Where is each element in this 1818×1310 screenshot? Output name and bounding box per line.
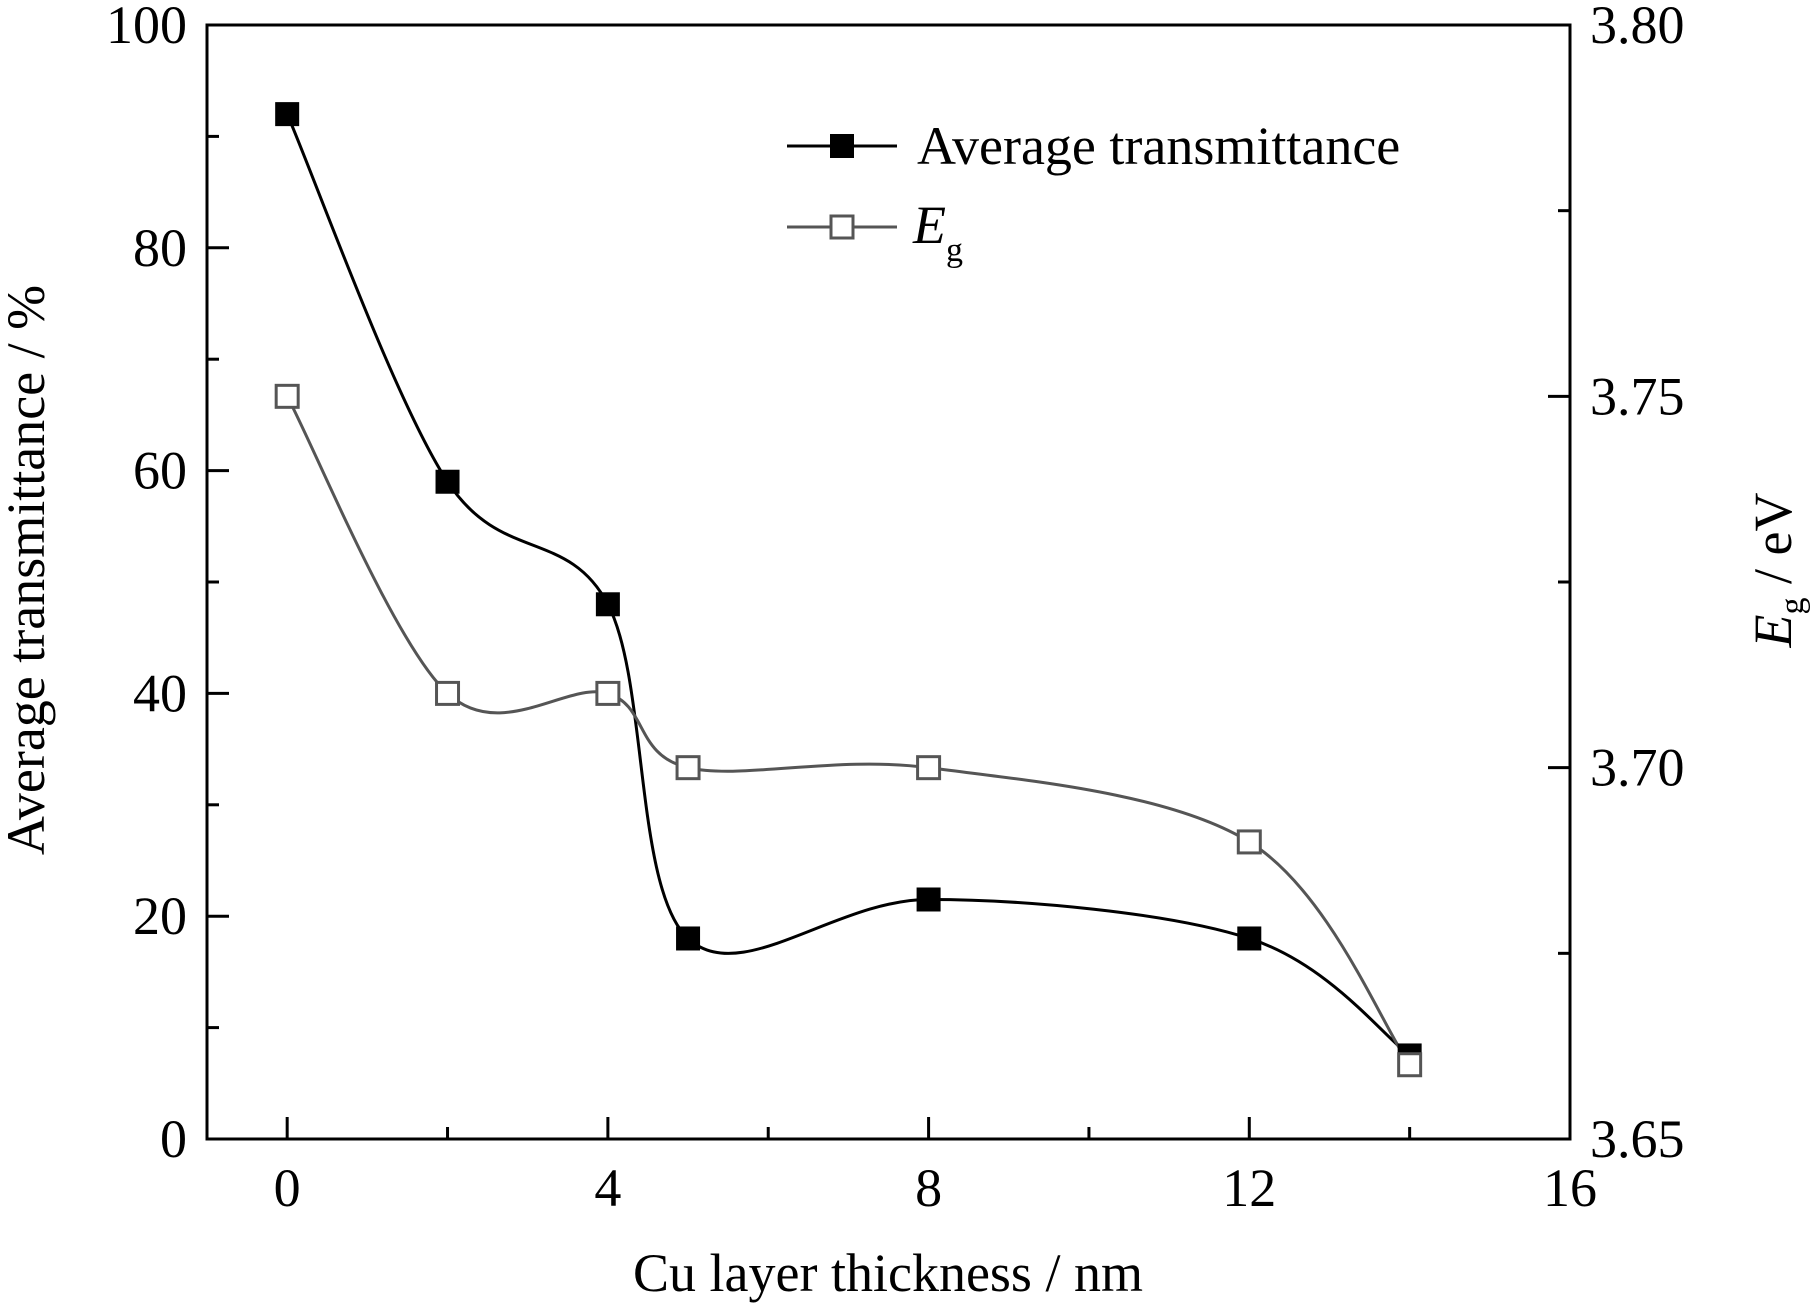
- eg-point: [435, 680, 461, 706]
- transmittance-point: [1237, 926, 1262, 951]
- legend-label-transmittance: Average transmittance: [917, 116, 1400, 176]
- right-y-axis-label: Eg / eV: [1743, 493, 1811, 649]
- y-tick-label: 0: [160, 1109, 187, 1169]
- transmittance-point: [676, 926, 701, 951]
- y2-tick-label: 3.75: [1590, 366, 1685, 426]
- eg-point: [595, 680, 621, 706]
- x-tick-label: 4: [594, 1158, 621, 1218]
- left-y-axis: 0 20 40 60 80 100: [106, 0, 229, 1169]
- plot-frame: [205, 23, 1572, 1141]
- legend-label-eg-symbol: E: [912, 195, 946, 255]
- legend-marker-transmittance: [830, 134, 854, 158]
- plot-border: [205, 23, 1572, 1141]
- transmittance-fit-curve: [285, 113, 1411, 1057]
- right-y-axis-label-subscript: g: [1774, 597, 1811, 614]
- transmittance-point: [275, 102, 300, 127]
- eg-point: [274, 383, 300, 409]
- x-tick-label: 12: [1222, 1158, 1276, 1218]
- right-y-axis: 3.65 3.70 3.75 3.80: [1548, 0, 1685, 1169]
- transmittance-point: [916, 887, 941, 912]
- right-y-axis-label-unit: / eV: [1743, 493, 1803, 598]
- left-y-axis-label: Average transmittance / %: [0, 285, 56, 855]
- eg-point: [1397, 1052, 1423, 1078]
- legend-marker-eg: [829, 214, 855, 240]
- x-tick-label: 0: [274, 1158, 301, 1218]
- x-axis-label: Cu layer thickness / nm: [633, 1243, 1143, 1303]
- x-tick-label: 16: [1543, 1158, 1597, 1218]
- eg-point: [675, 755, 701, 781]
- x-tick-label: 8: [915, 1158, 942, 1218]
- y2-tick-label: 3.65: [1590, 1109, 1685, 1169]
- legend: Average transmittance Eg: [787, 116, 1400, 269]
- x-axis: 0 4 8 12 16: [274, 1117, 1597, 1218]
- eg-point: [1236, 829, 1262, 855]
- y-tick-label: 60: [133, 441, 187, 501]
- transmittance-point: [435, 469, 460, 494]
- legend-label-eg: Eg: [912, 195, 963, 269]
- eg-fit-curve: [285, 395, 1411, 1066]
- y2-tick-label: 3.80: [1590, 0, 1685, 55]
- right-y-axis-label-symbol: E: [1743, 614, 1803, 648]
- data-points: [274, 102, 1423, 1078]
- y-tick-label: 40: [133, 663, 187, 723]
- legend-label-eg-subscript: g: [946, 232, 963, 269]
- y-tick-label: 20: [133, 886, 187, 946]
- y-tick-label: 100: [106, 0, 187, 55]
- y-tick-label: 80: [133, 218, 187, 278]
- fit-curves: [285, 113, 1411, 1066]
- y2-tick-label: 3.70: [1590, 738, 1685, 798]
- transmittance-point: [595, 592, 620, 617]
- eg-point: [916, 755, 942, 781]
